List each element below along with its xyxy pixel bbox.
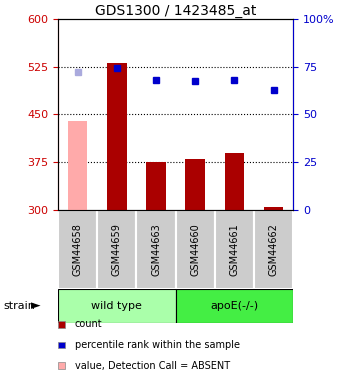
- Text: GSM44659: GSM44659: [112, 223, 122, 276]
- Text: GSM44658: GSM44658: [73, 223, 83, 276]
- Bar: [176, 210, 215, 289]
- Bar: [97, 210, 136, 289]
- Text: ►: ►: [31, 299, 40, 312]
- Text: GSM44663: GSM44663: [151, 223, 161, 276]
- Text: GSM44662: GSM44662: [269, 223, 279, 276]
- Bar: [186, 159, 205, 210]
- Bar: [254, 210, 293, 289]
- Bar: [215, 210, 254, 289]
- Text: apoE(-/-): apoE(-/-): [210, 301, 258, 310]
- Text: wild type: wild type: [91, 301, 142, 310]
- Text: percentile rank within the sample: percentile rank within the sample: [75, 340, 240, 350]
- Text: strain: strain: [3, 301, 35, 310]
- Bar: [136, 210, 176, 289]
- Bar: [58, 289, 176, 322]
- Title: GDS1300 / 1423485_at: GDS1300 / 1423485_at: [95, 4, 256, 18]
- Bar: [225, 153, 244, 210]
- Bar: [58, 210, 97, 289]
- Bar: [264, 207, 283, 210]
- Text: count: count: [75, 320, 103, 329]
- Text: value, Detection Call = ABSENT: value, Detection Call = ABSENT: [75, 361, 230, 370]
- Text: GSM44660: GSM44660: [190, 223, 200, 276]
- Bar: [176, 289, 293, 322]
- Text: GSM44661: GSM44661: [229, 223, 239, 276]
- Bar: [146, 162, 166, 210]
- Bar: [68, 121, 87, 210]
- Bar: [107, 63, 127, 210]
